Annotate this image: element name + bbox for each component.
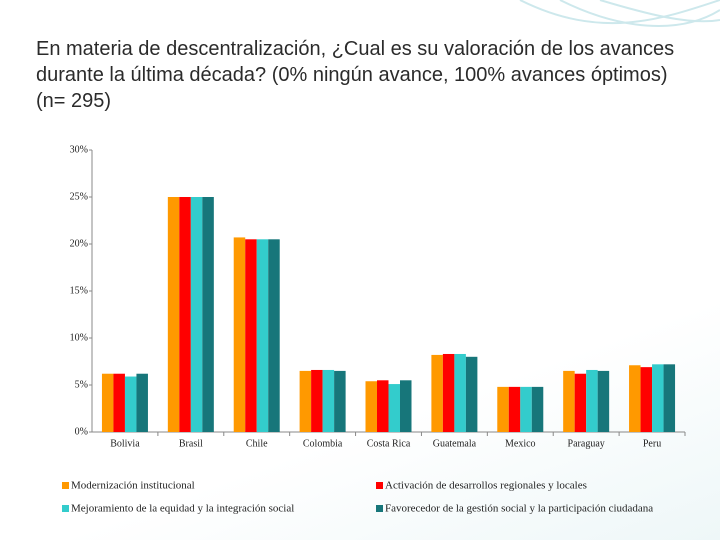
bar <box>167 197 180 432</box>
bar <box>233 237 246 432</box>
y-tick-label: 20% <box>70 238 88 249</box>
bar <box>497 386 509 432</box>
bar <box>442 353 455 432</box>
x-tick-label: Colombia <box>303 438 343 449</box>
legend-swatch <box>62 482 69 489</box>
legend-swatch <box>376 482 383 489</box>
bar <box>597 370 610 432</box>
x-tick-label: Mexico <box>505 438 536 449</box>
bar <box>202 197 214 432</box>
bar <box>101 373 114 432</box>
bar <box>508 386 521 432</box>
bar <box>268 239 280 432</box>
bar <box>531 386 544 432</box>
bar <box>322 369 335 432</box>
bar <box>334 370 346 432</box>
bar <box>431 354 443 432</box>
bar <box>574 373 587 432</box>
bar <box>640 367 653 432</box>
y-tick-label: 30% <box>70 144 88 155</box>
y-tick-label: 25% <box>70 191 88 202</box>
x-tick-label: Bolivia <box>110 438 140 449</box>
bar <box>388 384 400 432</box>
bar <box>190 197 203 432</box>
y-tick-label: 15% <box>70 285 88 296</box>
legend-label: Activación de desarrollos regionales y l… <box>385 480 587 492</box>
legend-swatch <box>376 505 383 512</box>
x-tick-label: Peru <box>643 438 661 449</box>
bar <box>124 376 137 432</box>
bar <box>652 364 664 432</box>
y-tick-label: 10% <box>70 332 88 343</box>
legend-swatch <box>62 505 69 512</box>
bar <box>563 370 575 432</box>
bar <box>454 353 466 432</box>
y-tick-label: 5% <box>75 379 88 390</box>
bar <box>245 239 257 432</box>
legend-label: Modernización institucional <box>71 480 195 492</box>
bar <box>299 370 312 432</box>
bar <box>465 356 478 432</box>
x-tick-label: Paraguay <box>568 438 605 449</box>
bar <box>311 369 323 432</box>
x-tick-label: Chile <box>246 438 268 449</box>
x-tick-label: Costa Rica <box>367 438 411 449</box>
bar <box>136 373 148 432</box>
bar <box>520 386 532 432</box>
bar <box>179 197 191 432</box>
y-tick-label: 0% <box>75 426 88 437</box>
bar <box>113 373 125 432</box>
bar <box>629 365 641 432</box>
bar <box>586 369 598 432</box>
legend-label: Mejoramiento de la equidad y la integrac… <box>71 503 294 515</box>
x-tick-label: Guatemala <box>433 438 477 449</box>
bar <box>365 381 377 432</box>
legend-label: Favorecedor de la gestión social y la pa… <box>385 503 653 515</box>
chart-title: En materia de descentralización, ¿Cual e… <box>36 38 675 112</box>
bar <box>256 239 269 432</box>
bar <box>400 380 412 432</box>
decoration <box>519 0 720 28</box>
bar <box>663 364 676 432</box>
x-tick-label: Brasil <box>179 438 203 449</box>
bar <box>377 380 389 432</box>
